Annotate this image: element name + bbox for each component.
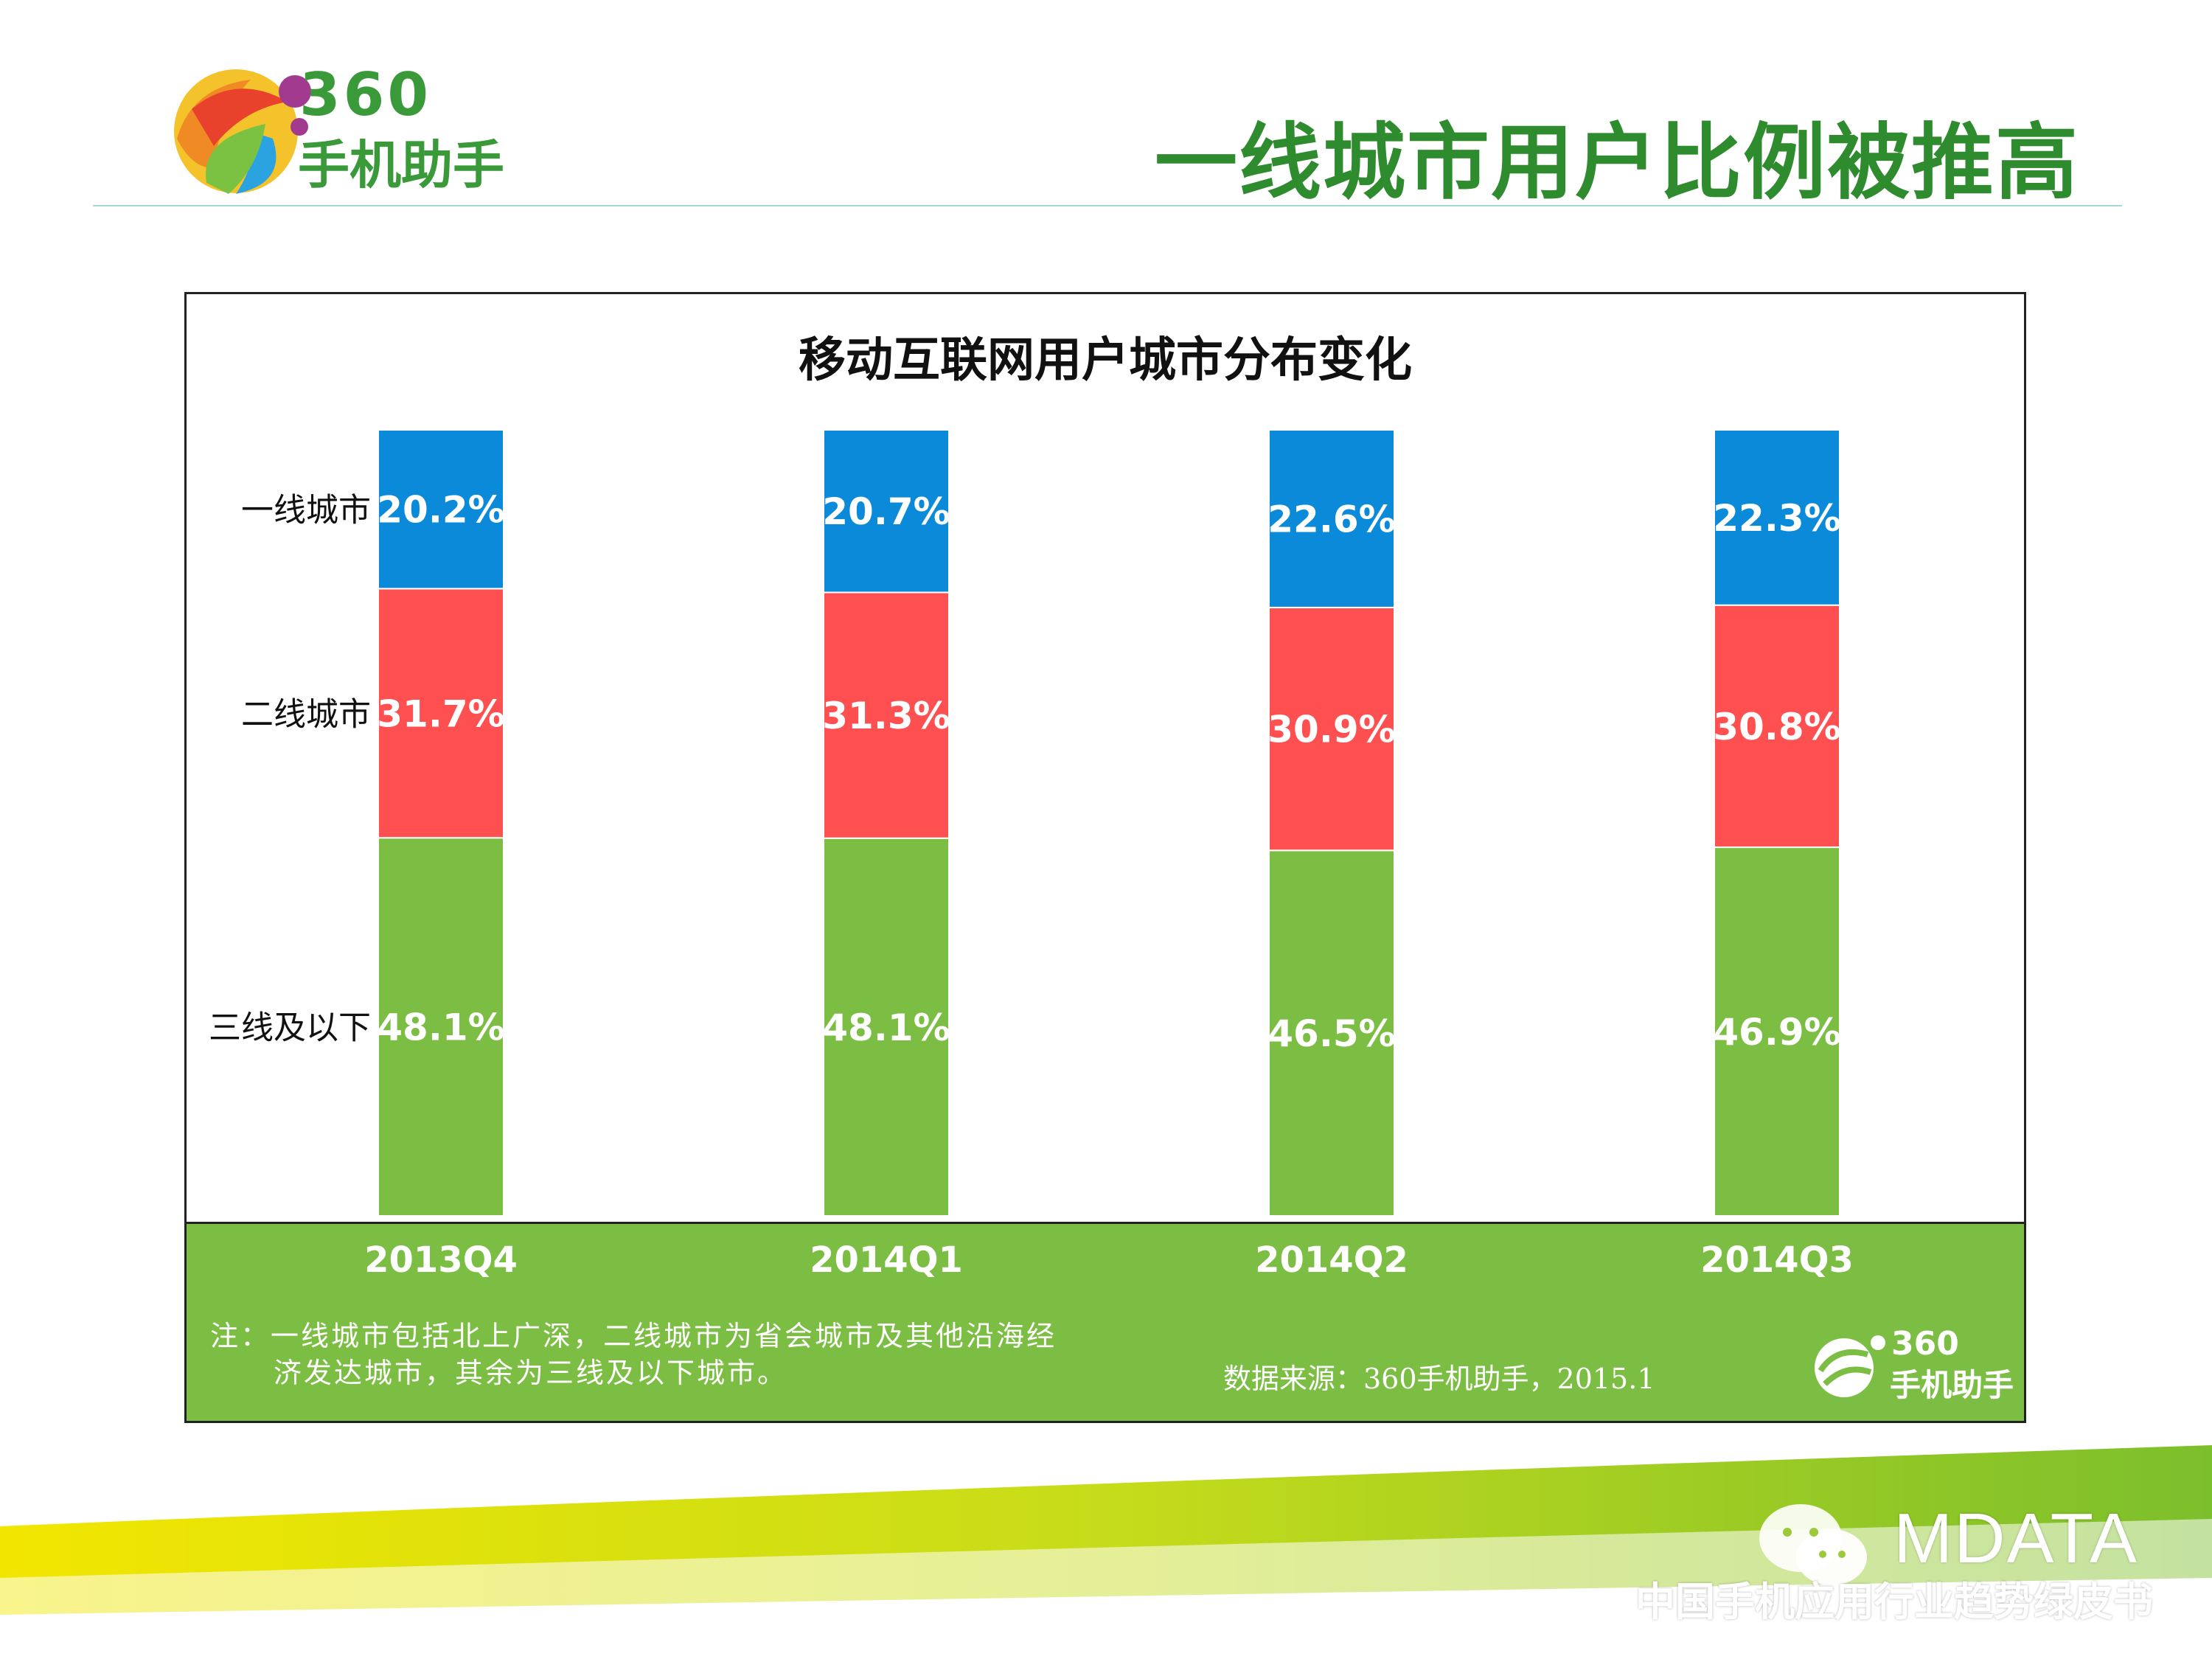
bar-segment bbox=[1268, 429, 1395, 608]
data-label: 22.6% bbox=[1267, 498, 1395, 540]
category-label: 2014Q3 bbox=[1700, 1239, 1854, 1281]
footnote-line-1: 注：一线城市包括北上广深，二线城市为省会城市及其他沿海经 bbox=[210, 1320, 1057, 1352]
footnote-line-2: 济发达城市，其余为三线及以下城市。 bbox=[274, 1357, 788, 1389]
stacked-bar-chart: 48.1%三线及以下31.7%二线城市20.2%一线城市2013Q448.1%3… bbox=[209, 429, 1854, 1281]
panel-logo-text: 手机助手 bbox=[1890, 1367, 2014, 1403]
chart-title: 移动互联网用户城市分布变化 bbox=[799, 333, 1412, 388]
360-logo-small-icon bbox=[1815, 1335, 1885, 1397]
legend-label: 一线城市 bbox=[241, 492, 371, 529]
category-label: 2013Q4 bbox=[364, 1239, 518, 1281]
data-label: 22.3% bbox=[1713, 497, 1840, 540]
bar-segment bbox=[823, 429, 950, 594]
chart-panel: 48.1% 三线及以下 31.7% 二线城市 20.2% 一线城市 2013Q4 48.1% 3… bbox=[184, 292, 2026, 1423]
wechat-icon bbox=[1759, 1504, 1867, 1585]
panel-logo-number: 360 bbox=[1891, 1325, 1959, 1363]
data-label: 20.2% bbox=[377, 489, 504, 532]
data-label: 46.9% bbox=[1713, 1011, 1840, 1054]
data-label: 20.7% bbox=[822, 490, 950, 533]
category-label: 2014Q2 bbox=[1255, 1239, 1408, 1281]
footer-swoosh bbox=[0, 1445, 2212, 1659]
bar-segment bbox=[378, 837, 504, 1217]
data-label: 46.5% bbox=[1267, 1012, 1395, 1055]
data-label: 48.1% bbox=[822, 1006, 950, 1049]
footnote: 注：一线城市包括北上广深，二线城市为省会城市及其他沿海经 济发达城市，其余为三线… bbox=[210, 1318, 1057, 1391]
legend-label: 三线及以下 bbox=[209, 1009, 371, 1047]
bar-segment bbox=[378, 429, 504, 590]
bar-segment bbox=[1268, 849, 1395, 1217]
data-source: 数据来源：360手机助手，2015.1 bbox=[1223, 1363, 1655, 1395]
bar-segment bbox=[823, 591, 950, 839]
bar-segment bbox=[1714, 429, 1840, 606]
data-label: 30.8% bbox=[1713, 706, 1840, 748]
bar-segment bbox=[378, 588, 504, 839]
data-label: 48.1% bbox=[377, 1006, 504, 1049]
bar-segment bbox=[1714, 846, 1840, 1217]
data-label: 31.3% bbox=[822, 695, 950, 737]
data-label: 30.9% bbox=[1267, 709, 1395, 751]
footer-brand: MDATA bbox=[1893, 1499, 2138, 1578]
bar-segment bbox=[823, 837, 950, 1217]
data-label: 31.7% bbox=[377, 692, 504, 735]
legend-label: 二线城市 bbox=[241, 695, 371, 733]
footer-subtitle: 中国手机应用行业趋势绿皮书 bbox=[1635, 1579, 2153, 1625]
page-title: 一线城市用户比例被推高 bbox=[1155, 115, 2079, 211]
logo-text: 手机助手 bbox=[298, 135, 504, 195]
360-logo-icon bbox=[174, 69, 311, 194]
category-label: 2014Q1 bbox=[810, 1239, 963, 1281]
bar-segment bbox=[1268, 606, 1395, 852]
panel-footer-band bbox=[187, 1222, 2024, 1421]
logo-number: 360 bbox=[299, 60, 431, 129]
header-divider bbox=[93, 205, 2122, 206]
